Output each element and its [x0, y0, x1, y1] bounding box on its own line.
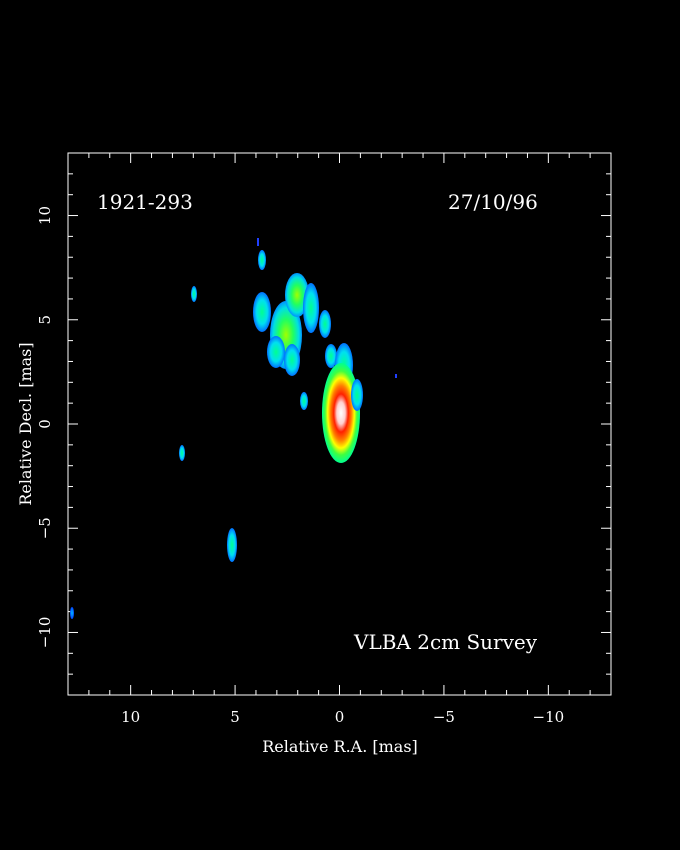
x-tick-label: −10 [533, 708, 565, 726]
x-tick-labels: 10 5 0 −5 −10 [121, 708, 564, 726]
jet-component [257, 238, 259, 246]
jet-component [285, 273, 309, 317]
observation-date-label: 27/10/96 [448, 190, 538, 214]
source-name-label: 1921-293 [97, 190, 193, 214]
x-tick-label: 10 [121, 708, 140, 726]
jet-component [267, 336, 285, 368]
isolated-component [179, 445, 185, 461]
isolated-component [70, 607, 74, 619]
jet-component [253, 292, 271, 332]
x-tick-label: 5 [230, 708, 240, 726]
x-axis-label: Relative R.A. [mas] [262, 737, 418, 756]
jet-component [300, 392, 308, 410]
jet-component [325, 344, 337, 368]
core-component-halo [351, 379, 363, 411]
x-tick-label: −5 [433, 708, 455, 726]
y-axis-label: Relative Decl. [mas] [16, 342, 35, 505]
isolated-component [227, 528, 237, 562]
x-tick-label: 0 [335, 708, 345, 726]
isolated-component [395, 374, 397, 378]
emission-map [70, 238, 397, 619]
isolated-component [191, 286, 197, 302]
y-tick-label: −5 [36, 517, 54, 539]
jet-component [284, 344, 300, 376]
y-tick-label: 0 [36, 419, 54, 429]
axis-ticks [68, 153, 611, 695]
y-tick-labels: 10 5 0 −5 −10 [36, 206, 54, 648]
jet-component [303, 283, 319, 333]
y-tick-label: −10 [36, 617, 54, 649]
y-tick-label: 10 [36, 206, 54, 225]
y-tick-label: 5 [36, 315, 54, 325]
jet-component [258, 250, 266, 270]
core-component [322, 363, 360, 463]
jet-component [319, 310, 331, 338]
survey-label: VLBA 2cm Survey [353, 630, 538, 654]
